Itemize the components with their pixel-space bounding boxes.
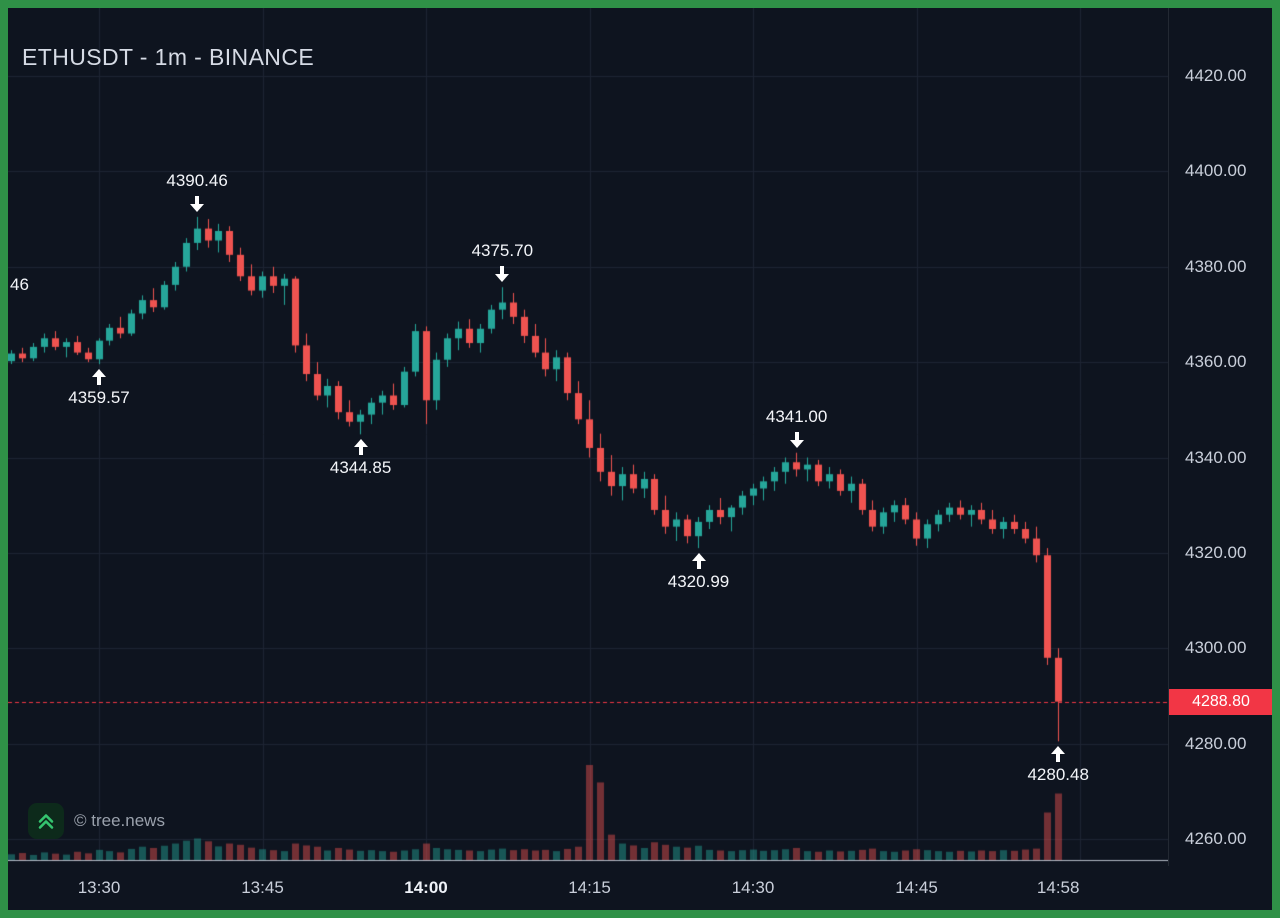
chart-content: ETHUSDT - 1m - BINANCE 46 4390.46 4375.70… xyxy=(8,8,1272,910)
watermark: © tree.news xyxy=(28,803,165,839)
time-tick-label: 14:58 xyxy=(1036,878,1080,897)
time-tick-label: 14:30 xyxy=(731,878,775,897)
time-tick-label: 14:45 xyxy=(895,878,938,897)
last-price-value: 4288.80 xyxy=(1192,692,1250,710)
price-tick-label: 4260.00 xyxy=(1185,829,1247,848)
time-tick-label: 13:45 xyxy=(241,878,284,897)
watermark-link[interactable]: © tree.news xyxy=(74,811,165,830)
price-tick-label: 4360.00 xyxy=(1185,352,1247,372)
price-tick-label: 4280.00 xyxy=(1185,733,1247,753)
double-chevron-up-icon xyxy=(28,803,64,839)
time-axis[interactable]: 13:30 13:45 14:00 14:15 14:30 14:45 14:58 xyxy=(8,866,1272,910)
last-price-badge: 4288.80 xyxy=(1169,688,1272,715)
time-tick-label: 14:15 xyxy=(568,878,611,897)
candlestick-chart-canvas[interactable] xyxy=(8,8,1168,866)
price-tick-label: 4320.00 xyxy=(1185,542,1247,562)
price-tick-label: 4400.00 xyxy=(1185,161,1247,181)
chart-title: ETHUSDT - 1m - BINANCE xyxy=(22,44,315,70)
time-tick-label: 13:30 xyxy=(77,878,121,897)
price-axis[interactable]: 4288.80 4420.00 4400.00 4380.00 4360.00 4340… xyxy=(1168,8,1272,866)
price-tick-label: 4340.00 xyxy=(1185,447,1247,467)
price-tick-label: 4380.00 xyxy=(1185,256,1247,276)
price-tick-label: 4420.00 xyxy=(1185,66,1247,85)
time-tick-label: 14:00 xyxy=(404,878,448,897)
price-tick-label: 4300.00 xyxy=(1185,638,1247,658)
